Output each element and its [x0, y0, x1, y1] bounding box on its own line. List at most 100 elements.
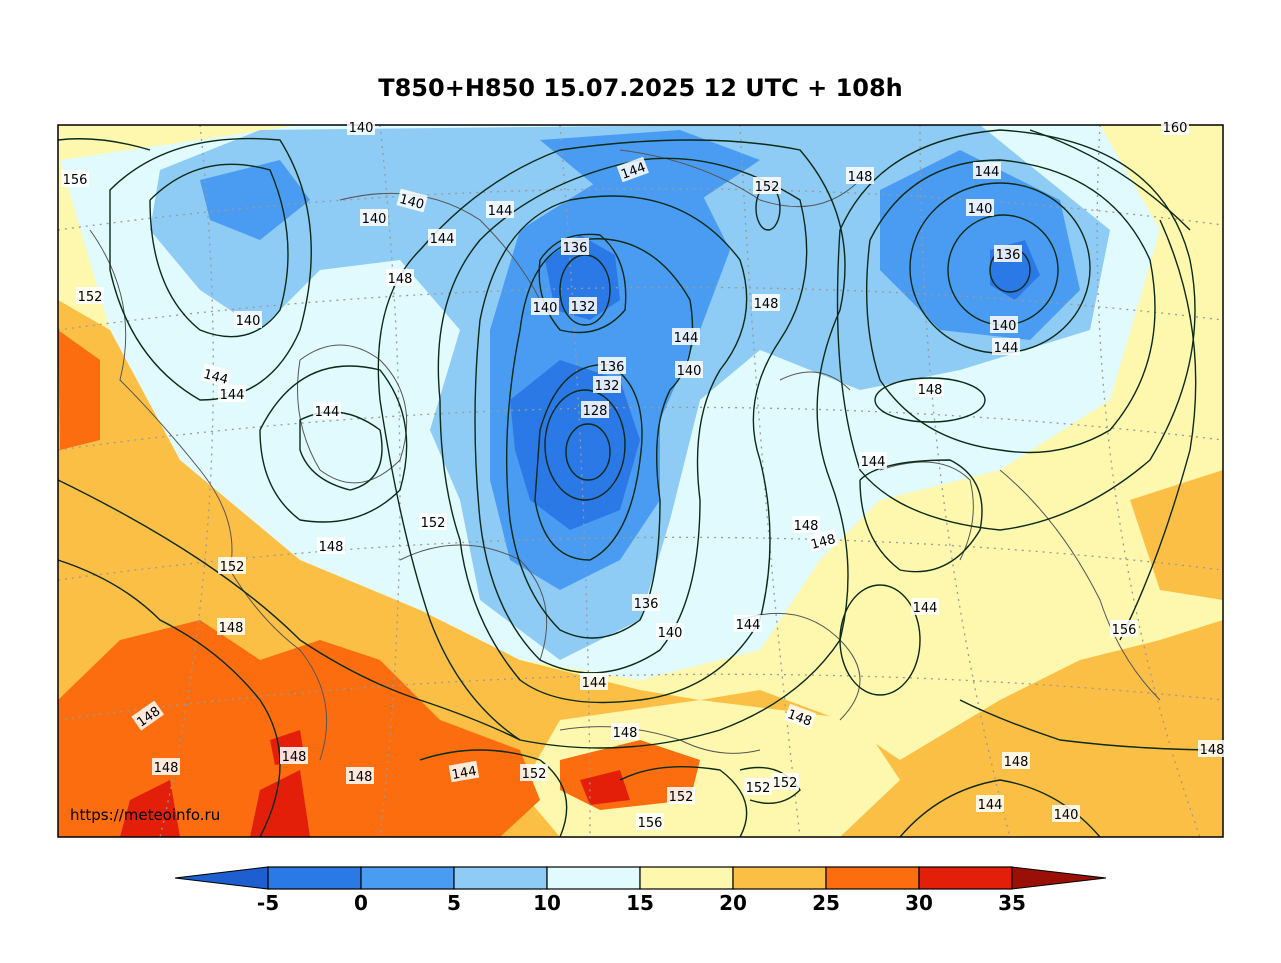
- svg-text:144: 144: [975, 165, 1000, 180]
- contour-label: 128: [581, 401, 609, 419]
- contour-label: 148: [916, 380, 944, 398]
- svg-text:148: 148: [319, 540, 344, 555]
- contour-label: 152: [753, 177, 781, 195]
- map-title: T850+H850 15.07.2025 12 UTC + 108h: [378, 74, 903, 102]
- colorbar-under-arrow: [174, 866, 269, 890]
- contour-label: 156: [1110, 620, 1138, 638]
- contour-label: 144: [313, 402, 341, 420]
- svg-text:152: 152: [755, 180, 780, 195]
- contour-label: 156: [636, 813, 664, 831]
- svg-text:156: 156: [638, 816, 663, 831]
- svg-text:144: 144: [430, 232, 455, 247]
- svg-text:140: 140: [362, 212, 387, 227]
- svg-text:140: 140: [349, 121, 374, 136]
- map-frame: [57, 124, 1224, 838]
- contour-label: 140: [990, 316, 1018, 334]
- colorbar-swatch: [453, 866, 548, 890]
- svg-text:152: 152: [522, 767, 547, 782]
- svg-text:144: 144: [913, 601, 938, 616]
- svg-text:144: 144: [861, 455, 886, 470]
- colorbar-tick-label: 5: [447, 891, 461, 915]
- svg-text:140: 140: [1054, 808, 1079, 823]
- colorbar-swatch: [267, 866, 362, 890]
- contour-label: 152: [76, 287, 104, 305]
- contour-label: 156: [61, 170, 89, 188]
- contour-label: 148: [807, 528, 839, 553]
- svg-text:148: 148: [348, 770, 373, 785]
- svg-text:148: 148: [848, 170, 873, 185]
- contour-label: 148: [152, 758, 180, 776]
- contour-label: 148: [846, 167, 874, 185]
- contour-label: 140: [656, 623, 684, 641]
- contour-label: 148: [346, 767, 374, 785]
- contour-label: 144: [976, 795, 1004, 813]
- contour-label: 148: [611, 723, 639, 741]
- contour-label: 136: [561, 238, 589, 256]
- colorbar-tick-label: 10: [533, 891, 561, 915]
- contour-label: 148: [752, 294, 780, 312]
- colorbar-tick-label: 20: [719, 891, 747, 915]
- svg-text:152: 152: [746, 781, 771, 796]
- svg-text:144: 144: [451, 764, 478, 783]
- colorbar-swatch: [918, 866, 1013, 890]
- colorbar-over-arrow: [1011, 866, 1107, 890]
- colorbar-tick-label: 30: [905, 891, 933, 915]
- svg-text:144: 144: [315, 405, 340, 420]
- contour-label: 148: [217, 618, 245, 636]
- contour-label: 148: [280, 747, 308, 765]
- colorbar-tick-label: 15: [626, 891, 654, 915]
- contour-label: 148: [1198, 740, 1226, 758]
- svg-text:144: 144: [978, 798, 1003, 813]
- colorbar-tick-label: 35: [998, 891, 1026, 915]
- svg-text:144: 144: [488, 204, 513, 219]
- colorbar-swatch: [360, 866, 455, 890]
- svg-text:140: 140: [533, 301, 558, 316]
- svg-text:136: 136: [600, 360, 625, 375]
- contour-label: 140: [347, 118, 375, 136]
- contour-label: 144: [992, 338, 1020, 356]
- svg-text:148: 148: [918, 383, 943, 398]
- svg-text:148: 148: [388, 272, 413, 287]
- contour-label: 140: [1052, 805, 1080, 823]
- svg-text:132: 132: [595, 379, 620, 394]
- contour-label: 148: [792, 516, 820, 534]
- svg-text:128: 128: [583, 404, 608, 419]
- contour-label: 144: [218, 385, 246, 403]
- svg-text:160: 160: [1163, 121, 1188, 136]
- svg-text:144: 144: [674, 331, 699, 346]
- svg-text:152: 152: [773, 776, 798, 791]
- svg-text:144: 144: [220, 388, 245, 403]
- svg-text:140: 140: [992, 319, 1017, 334]
- contour-label: 144: [486, 201, 514, 219]
- svg-text:136: 136: [563, 241, 588, 256]
- contour-label: 144: [672, 328, 700, 346]
- contour-label: 140: [966, 199, 994, 217]
- contour-label: 144: [428, 229, 456, 247]
- svg-text:140: 140: [677, 364, 702, 379]
- colorbar-swatch: [546, 866, 641, 890]
- colorbar-tick-label: 25: [812, 891, 840, 915]
- contour-label: 144: [200, 363, 232, 388]
- contour-label: 140: [360, 209, 388, 227]
- contour-label: 132: [569, 297, 597, 315]
- contour-label: 136: [632, 594, 660, 612]
- svg-text:152: 152: [669, 790, 694, 805]
- contour-label: 152: [520, 764, 548, 782]
- colorbar-tick-label: 0: [354, 891, 368, 915]
- svg-text:148: 148: [613, 726, 638, 741]
- contour-label: 152: [667, 787, 695, 805]
- contour-label: 132: [593, 376, 621, 394]
- svg-text:148: 148: [282, 750, 307, 765]
- contour-label: 144: [580, 673, 608, 691]
- svg-text:156: 156: [63, 173, 88, 188]
- contour-label: 144: [859, 452, 887, 470]
- watermark-text: https://meteoinfo.ru: [70, 806, 220, 824]
- contour-label: 136: [994, 245, 1022, 263]
- contour-label: 144: [973, 162, 1001, 180]
- svg-text:136: 136: [996, 248, 1021, 263]
- svg-text:152: 152: [220, 560, 245, 575]
- svg-text:136: 136: [634, 597, 659, 612]
- svg-text:140: 140: [658, 626, 683, 641]
